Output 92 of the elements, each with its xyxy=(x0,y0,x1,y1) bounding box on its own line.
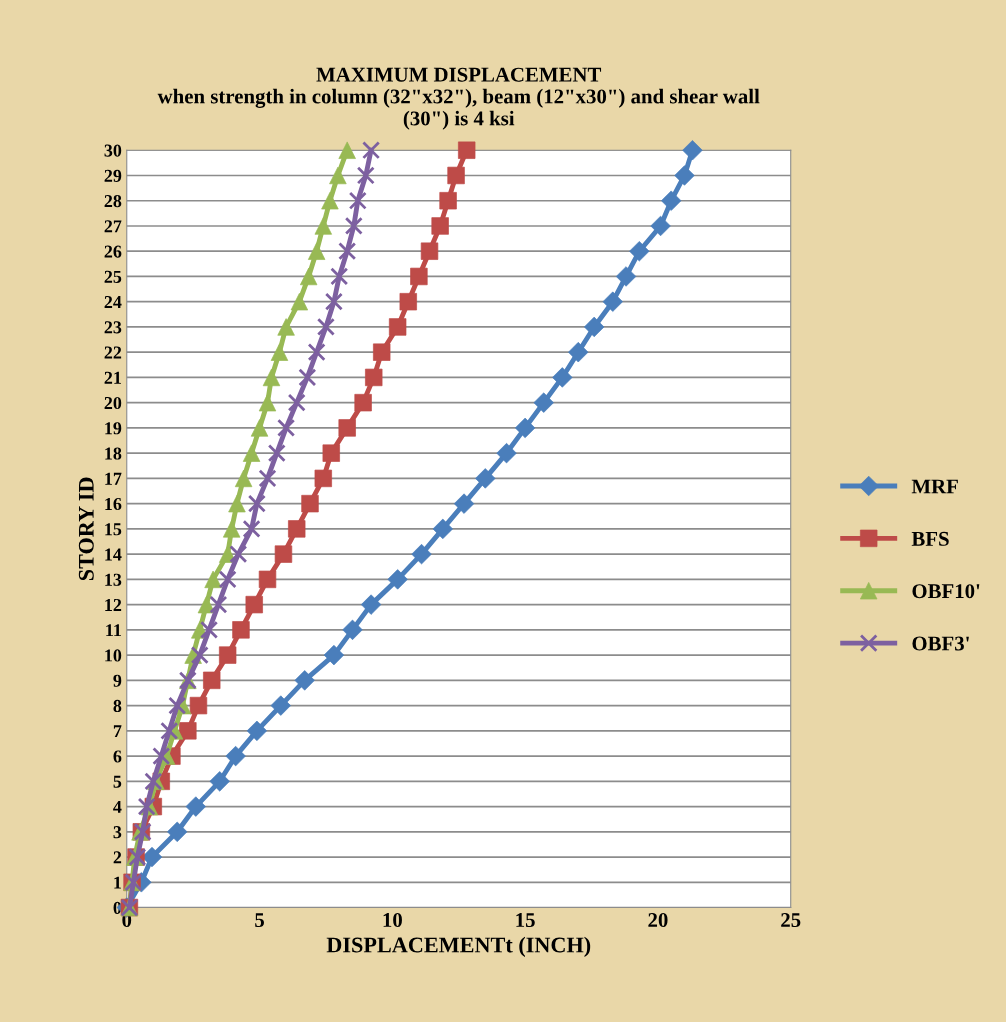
y-tick-label: 21 xyxy=(104,371,121,384)
point xyxy=(294,670,315,691)
y-tick-label: 28 xyxy=(104,194,122,208)
y-tick-label: 10 xyxy=(105,649,122,662)
point xyxy=(190,646,209,665)
point xyxy=(514,417,536,439)
y-tick-label: 17 xyxy=(105,472,122,485)
point xyxy=(629,241,650,262)
y-tick-label: 8 xyxy=(113,699,122,713)
y-tick-label: 15 xyxy=(105,523,122,536)
y-tick-label: 12 xyxy=(105,598,122,611)
point xyxy=(301,494,319,513)
point xyxy=(209,595,228,614)
y-tick-label: 27 xyxy=(104,220,122,233)
point xyxy=(246,720,268,741)
point xyxy=(245,595,263,614)
x-axis-title: DISPLACEMENTt (INCH) xyxy=(326,936,591,957)
point xyxy=(322,444,340,462)
y-tick-label: 23 xyxy=(104,321,122,334)
y-tick-label: 5 xyxy=(113,775,122,788)
y-tick-label: 22 xyxy=(104,346,122,359)
point xyxy=(338,419,356,437)
point xyxy=(152,747,171,766)
y-tick-label: 14 xyxy=(105,548,122,561)
point xyxy=(338,141,356,159)
point xyxy=(277,418,296,437)
point xyxy=(338,242,357,261)
point xyxy=(411,543,432,565)
point xyxy=(330,267,349,286)
point xyxy=(682,140,703,161)
y-axis-title: STORY ID xyxy=(78,477,94,581)
point xyxy=(552,367,573,388)
point xyxy=(420,242,439,260)
x-tick-label: 15 xyxy=(516,913,535,928)
legend-label: BFS xyxy=(911,531,949,546)
y-tick-label: 13 xyxy=(105,573,122,586)
point xyxy=(200,620,219,639)
y-tick-label: 20 xyxy=(104,396,122,410)
y-tick-label: 11 xyxy=(106,624,121,637)
x-tick-label: 10 xyxy=(383,913,402,928)
point xyxy=(229,545,248,564)
point xyxy=(258,469,277,488)
point xyxy=(362,141,381,160)
y-tick-label: 26 xyxy=(104,245,122,258)
point xyxy=(602,291,623,312)
point xyxy=(344,216,363,235)
point xyxy=(307,242,326,260)
y-tick-label: 16 xyxy=(105,497,122,511)
chart-title: MAXIMUM DISPLACEMENT when strength in column (32"x32"), beam (12"x30") and shear wall (30") is 4 ksi xyxy=(157,67,760,130)
point xyxy=(439,192,457,210)
point xyxy=(287,393,306,412)
point xyxy=(661,190,682,211)
point xyxy=(360,594,382,615)
y-tick-label: 7 xyxy=(113,725,122,738)
x-tick-label: 20 xyxy=(648,913,668,928)
y-tick-label: 9 xyxy=(113,674,122,687)
y-tick-label: 3 xyxy=(113,826,122,839)
point xyxy=(242,519,261,538)
legend-label: OBF3' xyxy=(912,636,969,651)
y-tick-label: 19 xyxy=(105,422,122,435)
point xyxy=(204,570,222,589)
y-tick-label: 18 xyxy=(105,447,122,460)
point xyxy=(225,745,246,767)
point xyxy=(314,469,332,488)
point xyxy=(356,166,375,185)
y-tick-label: 29 xyxy=(104,169,122,182)
point xyxy=(307,343,326,362)
point xyxy=(298,368,317,387)
y-tick-label: 30 xyxy=(104,144,122,157)
point xyxy=(458,141,476,159)
y-tick-label: 24 xyxy=(104,296,122,308)
point xyxy=(218,570,237,589)
point xyxy=(300,267,318,286)
point xyxy=(324,292,343,311)
point xyxy=(475,468,496,489)
point xyxy=(432,518,453,540)
y-tick-label: 2 xyxy=(113,851,122,864)
x-tick-label: 5 xyxy=(255,913,264,928)
point xyxy=(348,191,367,210)
point xyxy=(160,721,179,740)
y-tick-label: 4 xyxy=(113,800,122,813)
point xyxy=(316,317,335,336)
point xyxy=(168,696,187,715)
y-tick-label: 6 xyxy=(113,750,122,763)
legend-label: OBF10' xyxy=(912,584,980,599)
point xyxy=(267,444,286,463)
legend-label: MRF xyxy=(911,479,958,494)
point xyxy=(365,368,383,387)
point xyxy=(247,494,266,513)
y-tick-label: 1 xyxy=(114,876,121,889)
x-tick-label: 25 xyxy=(781,913,801,928)
y-tick-label: 25 xyxy=(104,270,122,283)
